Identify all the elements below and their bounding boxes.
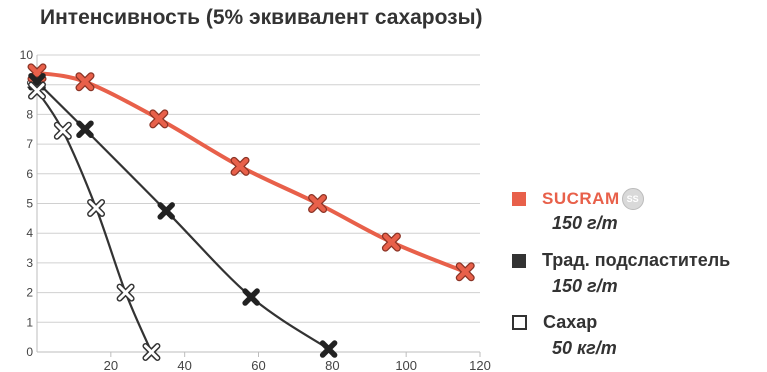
data-point-1-1 (76, 120, 94, 138)
legend-item-sucram: SUCRAM SS (512, 188, 644, 210)
x-tick-label-100: 100 (395, 358, 417, 372)
data-point-2-3 (116, 283, 135, 302)
series-line-0 (36, 70, 466, 274)
brand-badge-icon: SS (621, 188, 644, 210)
legend-label-traditional: Трад. подсластитель (542, 250, 731, 270)
data-point-2-1 (53, 121, 72, 140)
brand-name: SUCRAM (542, 189, 620, 208)
data-point-2-2 (87, 198, 106, 217)
y-tick-label-6: 6 (26, 167, 33, 181)
series-markers (27, 63, 475, 361)
data-point-1-4 (319, 340, 338, 358)
legend-dose-sugar: 50 кг/т (552, 338, 617, 358)
y-tick-label-0: 0 (26, 345, 33, 359)
legend-dose-sucram: 150 г/т (552, 213, 618, 233)
y-tick-label-1: 1 (26, 315, 33, 329)
y-tick-label-4: 4 (26, 226, 33, 240)
data-point-0-2 (149, 109, 169, 129)
data-point-1-3 (242, 288, 260, 306)
y-tick-label-3: 3 (26, 256, 33, 270)
data-point-0-1 (75, 72, 95, 92)
x-tick-label-120: 120 (469, 358, 491, 372)
x-tick-label-60: 60 (251, 358, 265, 372)
legend-dose-traditional: 150 г/т (552, 276, 618, 296)
legend-label-sugar: Сахар (543, 312, 598, 332)
y-tick-label-7: 7 (26, 137, 33, 151)
legend-swatch-traditional (512, 253, 526, 268)
data-point-0-3 (230, 156, 250, 176)
y-tick-label-5: 5 (26, 197, 33, 211)
legend-swatch-sucram (512, 192, 526, 206)
data-point-2-0 (28, 81, 46, 100)
y-tick-label-8: 8 (26, 107, 33, 121)
x-tick-label-80: 80 (325, 358, 339, 372)
y-tick-label-10: 10 (20, 48, 34, 62)
x-axis-ticks: 20 40 60 80 100 120 (104, 352, 491, 372)
data-point-2-4 (142, 343, 161, 361)
x-tick-label-40: 40 (177, 358, 191, 372)
data-point-0-6 (455, 262, 475, 282)
x-tick-label-20: 20 (104, 358, 118, 372)
legend-item-sugar: Сахар (512, 312, 597, 333)
data-point-0-5 (381, 232, 401, 252)
data-point-0-4 (308, 194, 328, 213)
y-tick-label-2: 2 (26, 286, 33, 300)
legend-item-traditional: Трад. подсластитель (512, 250, 730, 271)
series-line-2 (36, 90, 153, 353)
sucram-logo: SUCRAM SS (542, 188, 644, 210)
legend-swatch-sugar (512, 315, 527, 330)
chart-title: Интенсивность (5% эквивалент сахарозы) (40, 6, 483, 29)
data-point-1-2 (157, 202, 175, 220)
